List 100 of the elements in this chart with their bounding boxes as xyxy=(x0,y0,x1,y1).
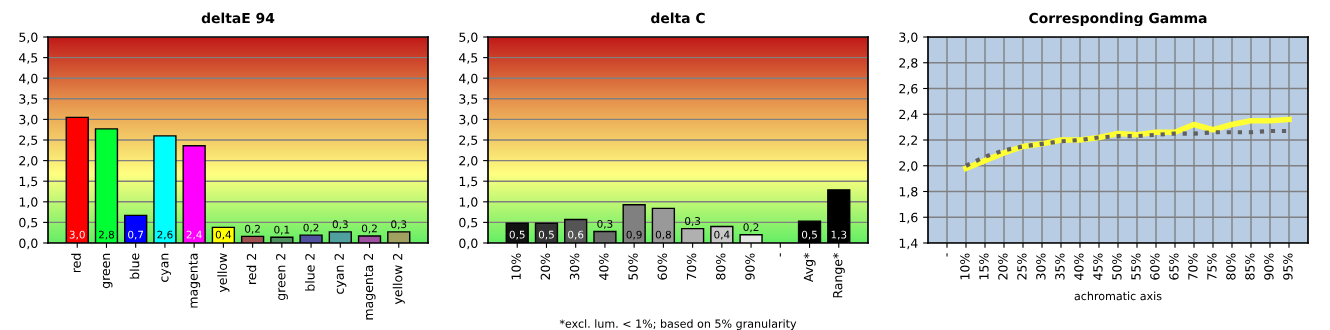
data-label: 3,0 xyxy=(69,230,85,240)
y-tick-label: 1,5 xyxy=(459,176,478,188)
text: *excl. lum. < 1%; based on 5% granularity xyxy=(559,319,797,330)
y-tick-label: 2,0 xyxy=(19,156,38,167)
y-tick-label: 3,0 xyxy=(899,32,918,44)
y-tick-label: 4,5 xyxy=(459,53,478,64)
y-tick-label: 5,0 xyxy=(19,32,38,44)
chart-title: delta C xyxy=(651,12,705,24)
data-label: 0,5 xyxy=(509,230,525,240)
x-tick-label: 95% xyxy=(1283,253,1293,280)
data-label: 2,8 xyxy=(98,230,115,240)
data-label: 0,5 xyxy=(801,230,817,240)
x-tick-label: - xyxy=(779,253,781,257)
x-tick-label: 70% xyxy=(1188,253,1198,280)
x-tick-label: 10% xyxy=(511,253,521,280)
x-tick-label: 80% xyxy=(716,253,726,280)
y-tick-label: 3,5 xyxy=(459,94,478,105)
data-label: 0,9 xyxy=(626,230,642,240)
y-tick-label: 0,0 xyxy=(459,238,478,250)
y-tick-label: 2,5 xyxy=(459,135,478,147)
x-tick-label: 65% xyxy=(1169,253,1179,280)
data-label: 0,3 xyxy=(332,220,348,230)
data-label: 0,4 xyxy=(215,230,232,240)
x-tick-label: cyan 2 xyxy=(334,253,347,294)
data-label: 0,3 xyxy=(685,217,701,226)
data-label: 0,4 xyxy=(714,230,730,240)
x-tick-label: - xyxy=(946,253,948,257)
x-tick-label: 15% xyxy=(979,253,989,280)
x-tick-label: red xyxy=(71,253,81,273)
y-tick-label: 1,0 xyxy=(459,197,478,208)
data-label: 0,2 xyxy=(361,224,377,234)
x-tick-label: 35% xyxy=(1055,253,1065,280)
x-tick-label: red 2 xyxy=(246,253,257,284)
x-tick-label: 55% xyxy=(1131,253,1141,280)
y-tick-label: 3,5 xyxy=(19,94,38,105)
y-tick-label: 1,8 xyxy=(899,186,918,198)
x-axis-title: achromatic axis xyxy=(1074,291,1162,301)
x-tick-label: green 2 xyxy=(276,253,288,301)
y-tick-label: 2,5 xyxy=(19,135,38,147)
data-label: 0,2 xyxy=(303,223,319,233)
data-label: 0,2 xyxy=(743,223,759,233)
y-tick-label: 2,2 xyxy=(899,135,918,147)
data-label: 0,5 xyxy=(538,230,554,240)
data-label: 0,7 xyxy=(128,230,144,240)
data-label: 1,3 xyxy=(831,230,847,240)
x-tick-label: 40% xyxy=(599,253,609,280)
x-tick-label: 60% xyxy=(657,253,668,280)
x-tick-label: 30% xyxy=(1036,253,1046,280)
x-tick-label: yellow 2 xyxy=(392,253,405,305)
x-tick-label: cyan xyxy=(161,253,171,282)
x-tick-label: 45% xyxy=(1093,253,1103,280)
x-tick-label: 30% xyxy=(569,253,580,280)
y-tick-label: 4,0 xyxy=(459,73,478,85)
x-tick-label: magenta 2 xyxy=(363,253,376,320)
x-tick-label: 50% xyxy=(628,253,638,280)
data-label: 0,3 xyxy=(391,220,407,230)
y-tick-label: 0,5 xyxy=(19,217,38,229)
y-tick-label: 0,5 xyxy=(459,217,478,229)
x-tick-label: 20% xyxy=(998,253,1008,280)
x-tick-label: 90% xyxy=(745,253,755,280)
data-label: 0,1 xyxy=(274,225,290,235)
data-label: 0,6 xyxy=(568,230,584,240)
y-tick-label: 3,0 xyxy=(19,114,38,126)
y-tick-label: 2,0 xyxy=(899,161,918,172)
y-tick-label: 1,5 xyxy=(19,176,38,188)
x-tick-label: blue 2 xyxy=(305,253,315,291)
data-label: 0,2 xyxy=(245,224,260,234)
x-tick-label: 85% xyxy=(1245,253,1255,280)
data-label: 2,4 xyxy=(186,230,202,240)
y-tick-label: 4,0 xyxy=(19,73,38,85)
chart-title: Corresponding Gamma xyxy=(1029,12,1207,27)
x-tick-label: green xyxy=(102,253,113,289)
y-tick-label: 0,0 xyxy=(19,238,38,250)
y-tick-label: 2,6 xyxy=(899,83,918,95)
x-tick-label: 90% xyxy=(1264,253,1274,280)
x-tick-label: 10% xyxy=(960,253,970,280)
x-tick-label: 25% xyxy=(1017,253,1027,280)
y-tick-label: 2,4 xyxy=(899,109,918,121)
x-tick-label: Range* xyxy=(832,253,845,298)
data-label: 2,6 xyxy=(157,230,173,240)
x-tick-label: 60% xyxy=(1150,253,1160,280)
data-label: 0,3 xyxy=(597,219,613,229)
y-tick-label: 2,8 xyxy=(899,58,918,69)
y-tick-label: 3,0 xyxy=(459,114,478,126)
data-label: 0,8 xyxy=(655,230,671,240)
x-tick-label: magenta xyxy=(188,253,201,308)
x-tick-label: 20% xyxy=(540,253,551,280)
y-tick-label: 1,4 xyxy=(899,238,918,250)
x-tick-label: 40% xyxy=(1074,253,1084,280)
x-tick-label: 50% xyxy=(1112,253,1122,280)
x-tick-label: Avg* xyxy=(803,253,816,283)
y-tick-label: 5,0 xyxy=(459,32,478,44)
y-tick-label: 1,0 xyxy=(19,197,38,208)
y-tick-label: 4,5 xyxy=(19,53,38,64)
x-tick-label: 70% xyxy=(686,253,697,280)
x-tick-label: yellow xyxy=(217,253,230,293)
y-tick-label: 1,6 xyxy=(899,212,918,224)
chart-title: deltaE 94 xyxy=(201,12,275,24)
x-tick-label: blue xyxy=(129,253,140,279)
x-tick-label: 75% xyxy=(1207,253,1217,280)
